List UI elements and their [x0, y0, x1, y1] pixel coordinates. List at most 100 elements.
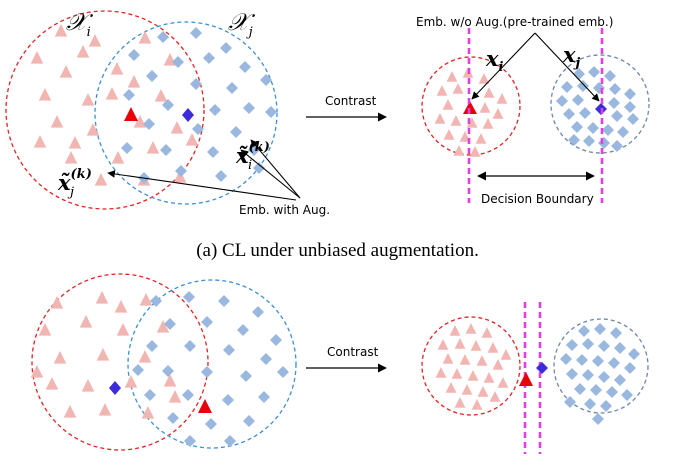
pretrained-diamond-b: [600, 400, 612, 412]
pretrained-triangle-b: [467, 370, 479, 381]
xj-pointer-arrow: [534, 32, 600, 102]
augmented-diamond: [190, 27, 202, 39]
augmented-diamond: [123, 89, 135, 101]
pretrained-triangle: [442, 99, 454, 110]
pretrained-diamonds: [556, 66, 639, 152]
pretrained-diamond-b: [592, 355, 604, 367]
pretrained-diamond: [587, 122, 599, 134]
augmented-diamond-b: [240, 370, 252, 382]
anchor-triangle-marker: [124, 107, 138, 121]
pretrained-triangle: [446, 71, 458, 82]
set-j-label: 𝒳j: [228, 8, 256, 40]
pretrained-triangle-b: [437, 339, 449, 350]
pretrained-triangle-b: [492, 359, 504, 370]
augmented-triangle: [94, 173, 108, 186]
augmented-triangle: [33, 135, 47, 148]
pretrained-triangle: [492, 108, 504, 119]
augmented-diamond: [162, 99, 174, 111]
xi-label: xi: [485, 46, 504, 75]
pretrained-diamond-b: [564, 396, 576, 408]
augmented-triangle-b: [95, 291, 109, 304]
pretrained-triangle-b: [487, 342, 499, 353]
anchor-diamond-marker: [182, 108, 194, 122]
pretrained-triangle: [453, 145, 465, 156]
augmented-triangle: [185, 133, 199, 146]
pretrained-triangle-b: [471, 399, 483, 410]
augmented-diamond: [226, 82, 238, 94]
pretrained-triangle-b: [454, 397, 466, 408]
decision-boundary-label: Decision Boundary: [481, 192, 594, 206]
augmented-diamond-b: [183, 291, 195, 303]
augmented-class-i-circle-b: [31, 273, 209, 451]
augmented-diamond-b: [237, 324, 249, 336]
pretrained-diamond-b: [621, 389, 633, 401]
pretrained-triangle-b: [445, 382, 457, 393]
pretrained-diamond-b: [608, 357, 620, 369]
pretrained-diamond-b: [560, 353, 572, 365]
pretrained-triangle: [496, 93, 508, 104]
pretrained-diamond: [598, 137, 610, 149]
pretrained-diamond-b: [628, 348, 640, 360]
pretrained-diamond: [583, 135, 595, 147]
augmented-triangle: [111, 151, 125, 164]
pretrained-class-j-circle: [550, 54, 650, 154]
pretrained-diamond-b: [606, 386, 618, 398]
augmented-triangle: [59, 65, 73, 78]
augmented-triangle: [88, 34, 102, 47]
pretrained-triangle-b: [454, 338, 466, 349]
augmented-diamond: [243, 102, 255, 114]
emb-wo-aug-label: Emb. w/o Aug.(pre-trained emb.): [416, 15, 613, 29]
augmented-diamond-b: [258, 391, 270, 403]
pretrained-triangles-b: [435, 323, 512, 410]
pretrained-diamond: [556, 95, 568, 107]
pretrained-diamond-b: [610, 327, 622, 339]
pretrained-triangle-b: [500, 349, 512, 360]
augmented-triangle: [30, 51, 44, 64]
pretrained-diamond: [588, 66, 600, 78]
pretrained-triangle-b: [470, 340, 482, 351]
augmented-triangle-b: [96, 348, 110, 361]
augmented-class-j-circle-b: [127, 279, 297, 449]
pretrained-diamond: [627, 113, 639, 125]
augmented-diamond-b: [277, 366, 289, 378]
augmented-diamond: [265, 106, 277, 118]
augmented-triangle-b: [45, 377, 59, 390]
pretrained-class-j-circle-b: [553, 318, 649, 414]
augmented-diamond: [209, 104, 221, 116]
pretrained-triangle-b: [481, 327, 493, 338]
augmented-triangle-b: [116, 323, 130, 336]
pretrained-diamond: [611, 110, 623, 122]
augmented-diamond: [172, 56, 184, 68]
pretrained-diamond-b: [578, 325, 590, 337]
augmented-sample-i-sub: i: [248, 158, 252, 173]
augmented-diamond: [143, 118, 155, 130]
pretrained-triangle: [483, 87, 495, 98]
pretrained-triangle: [469, 146, 481, 157]
augmented-triangle: [38, 88, 52, 101]
panel-b: Contrast: [30, 273, 649, 454]
pretrained-diamond-b: [582, 338, 594, 350]
pretrained-triangle-b: [477, 386, 489, 397]
augmented-triangle-b: [163, 374, 177, 387]
augmented-diamond-b: [150, 295, 162, 307]
contrast-label-a: Contrast: [325, 94, 377, 108]
pretrained-triangle: [450, 115, 462, 126]
augmented-diamond-b: [167, 412, 179, 424]
pretrained-triangle-b: [476, 355, 488, 366]
pretrained-diamond: [624, 101, 636, 113]
pretrained-triangle-b: [449, 325, 461, 336]
augmented-triangle: [68, 136, 82, 149]
pretrained-diamond-b: [566, 368, 578, 380]
augmented-triangle: [173, 170, 187, 183]
augmented-sample-j-sub: j: [67, 185, 74, 200]
augmented-triangle-b: [124, 375, 138, 388]
pretrained-triangle-b: [451, 368, 463, 379]
augmented-triangle: [50, 115, 64, 128]
augmented-diamond-b: [243, 415, 255, 427]
augmented-triangles: [30, 24, 199, 186]
augmented-diamond: [192, 123, 204, 135]
augmented-class-j-circle: [94, 21, 278, 205]
pretrained-triangle-b: [461, 384, 473, 395]
pretrained-diamond-b: [584, 398, 596, 410]
